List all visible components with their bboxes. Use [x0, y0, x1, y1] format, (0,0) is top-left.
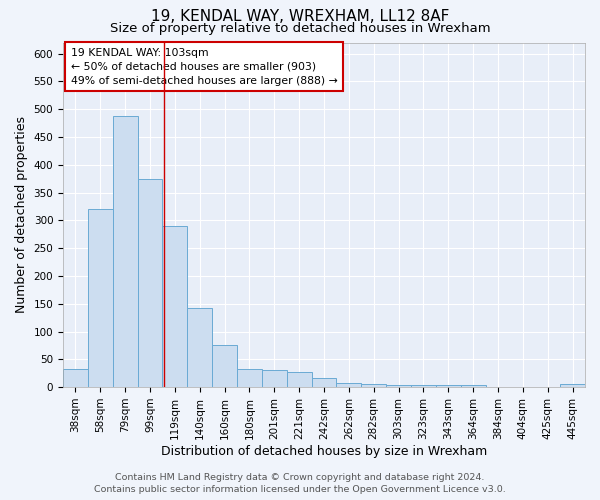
- Bar: [337, 383, 361, 387]
- Bar: [88, 208, 113, 387]
- Bar: [461, 385, 485, 387]
- Text: 19, KENDAL WAY, WREXHAM, LL12 8AF: 19, KENDAL WAY, WREXHAM, LL12 8AF: [151, 9, 449, 24]
- Bar: [137, 179, 163, 387]
- Bar: [113, 116, 137, 387]
- Bar: [436, 385, 461, 387]
- Bar: [237, 369, 262, 387]
- Bar: [560, 384, 585, 387]
- Bar: [163, 226, 187, 387]
- Bar: [386, 385, 411, 387]
- Bar: [187, 308, 212, 387]
- Text: Size of property relative to detached houses in Wrexham: Size of property relative to detached ho…: [110, 22, 490, 35]
- Bar: [411, 386, 436, 387]
- Y-axis label: Number of detached properties: Number of detached properties: [15, 116, 28, 314]
- Bar: [361, 384, 386, 387]
- Text: 19 KENDAL WAY: 103sqm
← 50% of detached houses are smaller (903)
49% of semi-det: 19 KENDAL WAY: 103sqm ← 50% of detached …: [71, 48, 338, 86]
- Bar: [262, 370, 287, 387]
- X-axis label: Distribution of detached houses by size in Wrexham: Distribution of detached houses by size …: [161, 444, 487, 458]
- Text: Contains HM Land Registry data © Crown copyright and database right 2024.
Contai: Contains HM Land Registry data © Crown c…: [94, 472, 506, 494]
- Bar: [63, 369, 88, 387]
- Bar: [212, 346, 237, 387]
- Bar: [287, 372, 311, 387]
- Bar: [311, 378, 337, 387]
